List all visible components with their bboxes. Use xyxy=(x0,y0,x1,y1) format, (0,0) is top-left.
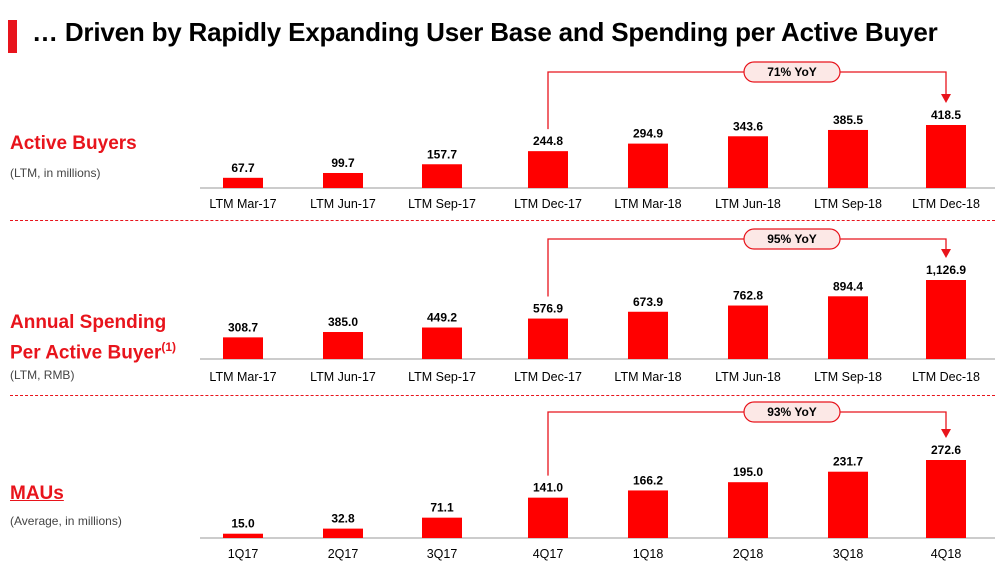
annual-spending-sublabel: (LTM, RMB) xyxy=(10,368,75,382)
bar xyxy=(828,471,868,538)
data-label: 308.7 xyxy=(228,320,258,334)
bar xyxy=(323,528,363,538)
maus-label: MAUs xyxy=(10,483,64,504)
yoy-arrowhead xyxy=(941,249,951,258)
annual-spending-label-line1: Annual Spending xyxy=(10,312,167,333)
yoy-label: 71% YoY xyxy=(767,65,817,79)
maus-sublabel: (Average, in millions) xyxy=(10,514,122,528)
yoy-arrowhead xyxy=(941,94,951,103)
category-label: LTM Sep-18 xyxy=(814,370,882,384)
category-label: 1Q17 xyxy=(228,547,259,561)
bar xyxy=(528,318,568,359)
bar xyxy=(728,136,768,188)
data-label: 576.9 xyxy=(533,302,563,316)
category-label: 2Q17 xyxy=(328,547,359,561)
bar xyxy=(728,305,768,359)
category-label: 3Q18 xyxy=(833,547,864,561)
bar xyxy=(628,311,668,359)
category-label: 4Q17 xyxy=(533,547,564,561)
bar xyxy=(828,296,868,359)
data-label: 195.0 xyxy=(733,465,763,479)
category-label: LTM Jun-17 xyxy=(310,197,376,211)
data-label: 1,126.9 xyxy=(926,263,966,277)
bar xyxy=(926,125,966,188)
bar xyxy=(422,164,462,188)
bar xyxy=(323,172,363,188)
data-label: 385.5 xyxy=(833,113,863,127)
bar xyxy=(422,327,462,359)
category-label: LTM Dec-18 xyxy=(912,197,980,211)
data-label: 231.7 xyxy=(833,455,863,469)
data-label: 294.9 xyxy=(633,127,663,141)
data-label: 157.7 xyxy=(427,147,457,161)
data-label: 449.2 xyxy=(427,311,457,325)
bar xyxy=(223,177,263,188)
bar xyxy=(628,143,668,188)
category-label: 2Q18 xyxy=(733,547,764,561)
category-label: LTM Jun-18 xyxy=(715,197,781,211)
category-label: LTM Mar-18 xyxy=(614,370,681,384)
data-label: 67.7 xyxy=(231,161,255,175)
bar xyxy=(323,332,363,359)
active-buyers-label: Active Buyers xyxy=(10,133,137,154)
data-label: 141.0 xyxy=(533,481,563,495)
data-label: 418.5 xyxy=(931,108,961,122)
title-accent-bar xyxy=(8,20,17,53)
annual-spending-label: Annual Spending Per Active Buyer(1) xyxy=(10,311,176,365)
data-label: 99.7 xyxy=(331,156,355,170)
category-label: 4Q18 xyxy=(931,547,962,561)
divider-2 xyxy=(10,395,995,396)
bar xyxy=(926,460,966,538)
page-title: … Driven by Rapidly Expanding User Base … xyxy=(32,17,938,47)
bar xyxy=(628,490,668,538)
category-label: LTM Dec-18 xyxy=(912,370,980,384)
bar xyxy=(223,533,263,538)
category-label: LTM Mar-17 xyxy=(209,197,276,211)
category-label: LTM Sep-18 xyxy=(814,197,882,211)
footnote-marker: (1) xyxy=(161,340,177,354)
data-label: 673.9 xyxy=(633,295,663,309)
active-buyers-chart: 67.7 LTM Mar-17 99.7 LTM Jun-17 157.7 LTM Sep… xyxy=(200,61,995,211)
annual-spending-chart: 308.7 LTM Mar-17 385.0 LTM Jun-17 449.2 LTM S… xyxy=(200,228,995,384)
annual-spending-label-line2: Per Active Buyer xyxy=(10,342,162,364)
category-label: LTM Dec-17 xyxy=(514,370,582,384)
category-label: LTM Mar-17 xyxy=(209,370,276,384)
data-label: 894.4 xyxy=(833,279,863,293)
category-label: 3Q17 xyxy=(427,547,458,561)
yoy-badge xyxy=(743,228,841,250)
bar xyxy=(926,280,966,359)
category-label: LTM Sep-17 xyxy=(408,197,476,211)
bar xyxy=(223,337,263,359)
bar xyxy=(528,151,568,188)
category-label: LTM Jun-17 xyxy=(310,370,376,384)
category-label: 1Q18 xyxy=(633,547,664,561)
bar xyxy=(828,129,868,188)
bar xyxy=(728,482,768,538)
data-label: 166.2 xyxy=(633,473,663,487)
yoy-label: 93% YoY xyxy=(767,405,817,419)
yoy-arrowhead xyxy=(941,429,951,438)
data-label: 385.0 xyxy=(328,315,358,329)
category-label: LTM Mar-18 xyxy=(614,197,681,211)
yoy-badge xyxy=(743,401,841,423)
data-label: 762.8 xyxy=(733,289,763,303)
data-label: 32.8 xyxy=(331,512,355,526)
divider-1 xyxy=(10,220,995,221)
data-label: 71.1 xyxy=(430,501,454,515)
yoy-badge xyxy=(743,61,841,83)
active-buyers-sublabel: (LTM, in millions) xyxy=(10,166,101,180)
category-label: LTM Dec-17 xyxy=(514,197,582,211)
data-label: 343.6 xyxy=(733,119,763,133)
bar xyxy=(422,517,462,538)
category-label: LTM Sep-17 xyxy=(408,370,476,384)
category-label: LTM Jun-18 xyxy=(715,370,781,384)
yoy-label: 95% YoY xyxy=(767,232,817,246)
bar xyxy=(528,497,568,538)
data-label: 244.8 xyxy=(533,134,563,148)
data-label: 15.0 xyxy=(231,517,255,531)
data-label: 272.6 xyxy=(931,443,961,457)
